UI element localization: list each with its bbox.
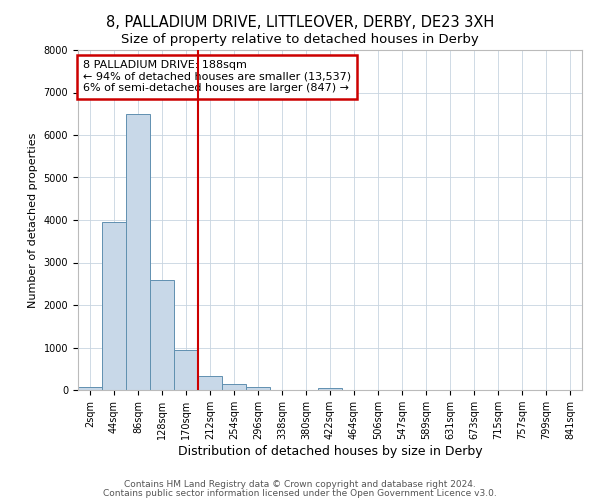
Bar (246, 387, 270, 390)
Bar (150, 280, 174, 390)
Text: 8, PALLADIUM DRIVE, LITTLEOVER, DERBY, DE23 3XH: 8, PALLADIUM DRIVE, LITTLEOVER, DERBY, D… (106, 15, 494, 30)
Text: 8 PALLADIUM DRIVE: 188sqm
← 94% of detached houses are smaller (13,537)
6% of se: 8 PALLADIUM DRIVE: 188sqm ← 94% of detac… (83, 60, 351, 94)
Bar (174, 350, 198, 390)
Text: Size of property relative to detached houses in Derby: Size of property relative to detached ho… (121, 32, 479, 46)
Bar (126, 114, 150, 390)
X-axis label: Distribution of detached houses by size in Derby: Distribution of detached houses by size … (178, 445, 482, 458)
Bar (222, 384, 246, 390)
Bar (198, 376, 222, 390)
Text: Contains public sector information licensed under the Open Government Licence v3: Contains public sector information licen… (103, 488, 497, 498)
Bar (78, 387, 102, 390)
Bar (318, 388, 342, 390)
Bar (102, 222, 126, 390)
Text: Contains HM Land Registry data © Crown copyright and database right 2024.: Contains HM Land Registry data © Crown c… (124, 480, 476, 489)
Y-axis label: Number of detached properties: Number of detached properties (28, 132, 38, 308)
